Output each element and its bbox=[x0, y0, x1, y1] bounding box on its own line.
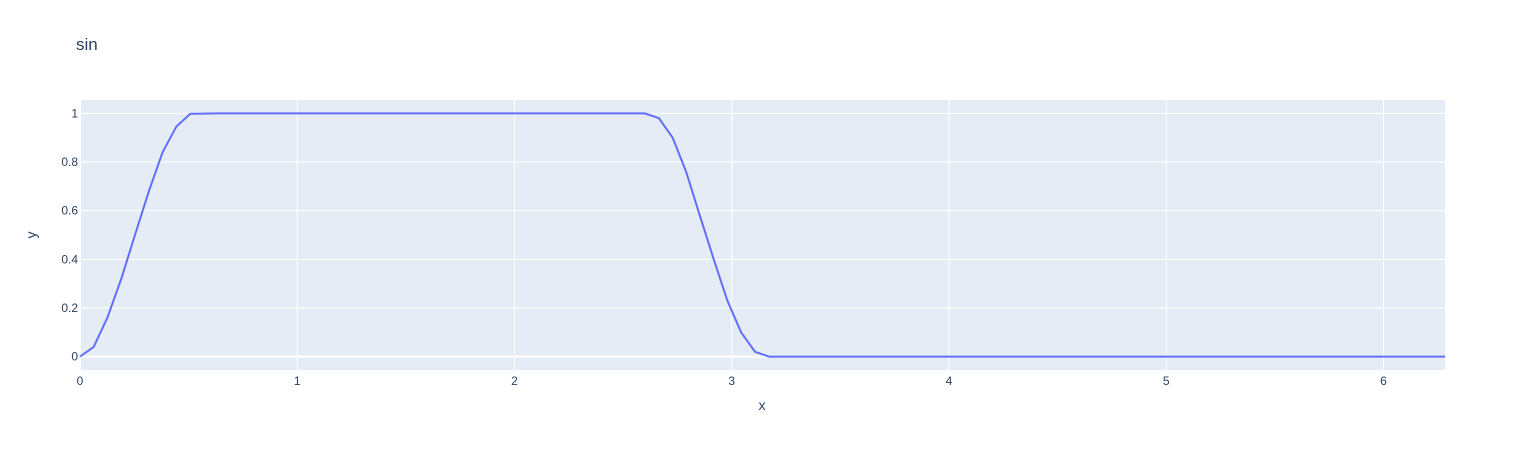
y-tick-label: 0.2 bbox=[61, 301, 78, 315]
y-tick-label: 0 bbox=[71, 350, 78, 364]
x-axis-label: x bbox=[759, 397, 766, 413]
chart-title: sin bbox=[76, 35, 98, 54]
x-tick-label: 2 bbox=[511, 374, 518, 388]
y-tick-label: 0.6 bbox=[61, 204, 78, 218]
x-tick-label: 5 bbox=[1163, 374, 1170, 388]
x-tick-label: 1 bbox=[294, 374, 301, 388]
x-tick-label: 0 bbox=[77, 374, 84, 388]
x-tick-label: 4 bbox=[946, 374, 953, 388]
y-tick-label: 1 bbox=[71, 106, 78, 120]
x-tick-label: 3 bbox=[728, 374, 735, 388]
y-tick-label: 0.4 bbox=[61, 252, 78, 266]
y-axis-label: y bbox=[23, 232, 39, 239]
tick-labels: 0 1 2 3 4 5 6 0 0.2 0.4 0.6 0.8 1 bbox=[61, 106, 1387, 388]
series-layer bbox=[79, 112, 1445, 358]
series-line[interactable] bbox=[79, 112, 1445, 358]
x-tick-label: 6 bbox=[1380, 374, 1387, 388]
plot-area[interactable] bbox=[80, 100, 1445, 370]
y-tick-label: 0.8 bbox=[61, 155, 78, 169]
